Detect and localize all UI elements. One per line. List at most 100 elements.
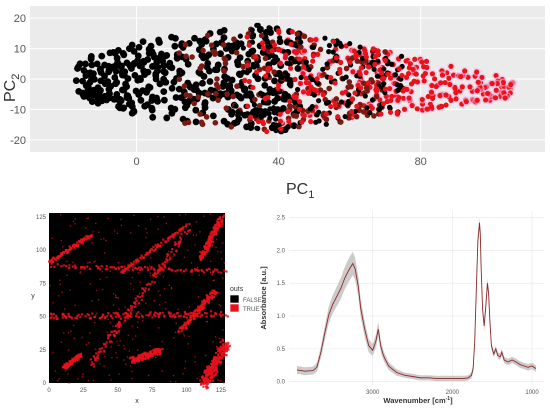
heatmap-true-pixel <box>133 358 136 361</box>
pca-point <box>290 122 298 130</box>
pca-point <box>282 70 289 76</box>
heatmap-true-pixel <box>127 264 130 267</box>
spectrum-y-tick: 1.5 <box>277 281 286 287</box>
pca-point <box>369 97 376 103</box>
pca-point <box>420 73 426 79</box>
heatmap-true-pixel <box>83 266 86 269</box>
heatmap-true-pixel <box>219 305 222 307</box>
heatmap-true-pixel <box>94 260 96 262</box>
heatmap-true-pixel <box>219 315 223 318</box>
heatmap-true-pixel <box>157 327 160 329</box>
legend-label-false: FALSE <box>243 298 262 304</box>
heatmap-true-pixel <box>211 236 214 239</box>
heatmap-true-pixel <box>181 325 184 329</box>
heatmap-true-pixel <box>120 265 124 268</box>
heatmap-true-pixel <box>87 342 90 344</box>
heatmap-true-pixel <box>71 317 74 320</box>
pca-point <box>269 48 275 54</box>
pca-point <box>160 88 168 96</box>
pca-point <box>228 123 235 130</box>
heatmap-true-pixel <box>177 242 180 245</box>
pca-x-tick-labels: 0 40 80 <box>133 156 426 168</box>
pca-point <box>323 100 330 106</box>
pca-point <box>128 65 135 72</box>
pca-point <box>191 34 198 42</box>
pca-point <box>358 85 364 91</box>
heatmap-true-pixel <box>155 348 158 351</box>
pca-point <box>396 94 402 101</box>
heatmap-true-pixel <box>59 279 61 281</box>
heatmap-true-pixel <box>206 298 209 301</box>
spectrum-x-axis-title-end: ] <box>450 396 453 405</box>
heatmap-true-pixel <box>175 322 177 324</box>
pca-point <box>260 45 267 51</box>
pca-point <box>233 103 239 109</box>
pca-point <box>193 86 201 94</box>
heatmap-true-pixel <box>109 270 111 272</box>
heatmap-true-pixel <box>146 354 149 357</box>
pca-point <box>288 41 294 47</box>
heatmap-true-pixel <box>212 366 215 370</box>
heatmap-true-pixel <box>199 250 202 253</box>
heatmap-true-pixel <box>104 268 107 271</box>
heatmap-true-pixel <box>211 376 214 379</box>
heatmap-true-pixel <box>224 349 227 352</box>
heatmap-true-pixel <box>95 264 98 268</box>
heatmap-true-pixel <box>130 304 133 308</box>
heatmap-true-pixel <box>196 308 199 311</box>
heatmap-true-pixel <box>211 360 215 363</box>
pca-point <box>303 80 309 86</box>
heatmap-true-pixel <box>158 304 161 306</box>
pca-point <box>326 85 332 92</box>
heatmap-true-pixel <box>225 354 228 357</box>
heatmap-true-pixel <box>92 365 96 368</box>
heatmap-true-pixel <box>212 315 215 318</box>
heatmap-true-pixel <box>141 316 144 319</box>
heatmap-true-pixel <box>159 269 162 272</box>
heatmap-true-pixel <box>154 351 157 355</box>
pca-point <box>354 58 361 64</box>
heatmap-true-pixel <box>115 331 119 334</box>
pca-point <box>256 102 263 109</box>
heatmap-true-pixel <box>69 289 71 291</box>
heatmap-true-pixel <box>211 230 214 233</box>
heatmap-true-pixel <box>138 356 141 359</box>
pca-point <box>294 31 301 37</box>
pca-point <box>250 33 256 40</box>
spectrum-y-tick: 2.5 <box>277 216 286 222</box>
pca-point <box>437 93 443 99</box>
pca-point <box>338 43 344 49</box>
heatmap-true-pixel <box>99 268 102 271</box>
heatmap-true-pixel <box>205 245 208 248</box>
heatmap-true-pixel <box>98 363 101 365</box>
heatmap-true-pixel <box>221 223 224 226</box>
heatmap-true-pixel <box>212 341 214 343</box>
heatmap-true-pixel <box>73 247 76 250</box>
pca-point <box>184 60 192 68</box>
heatmap-true-pixel <box>148 312 151 315</box>
heatmap-true-pixel <box>142 355 145 358</box>
heatmap-true-pixel <box>221 351 225 354</box>
pca-point <box>80 67 88 74</box>
heatmap-true-pixel <box>207 368 211 371</box>
heatmap-true-pixel <box>99 278 101 280</box>
heatmap-true-pixel <box>205 382 208 386</box>
pca-point <box>119 69 126 77</box>
heatmap-true-pixel <box>210 244 213 247</box>
pca-point <box>223 105 230 112</box>
heatmap-true-pixel <box>50 262 53 265</box>
heatmap-true-pixel <box>74 267 77 270</box>
heatmap-true-pixel <box>73 360 76 363</box>
heatmap-true-pixel <box>179 229 182 232</box>
pca-point <box>301 33 308 40</box>
heatmap-true-pixel <box>81 376 83 378</box>
heatmap-true-pixel <box>168 312 171 315</box>
heatmap-true-pixel <box>222 348 226 351</box>
heatmap-true-pixel <box>149 218 152 220</box>
heatmap-true-pixel <box>207 367 210 370</box>
heatmap-true-pixel <box>178 229 181 232</box>
pca-point <box>353 52 359 58</box>
heatmap-true-pixel <box>207 300 210 303</box>
pca-point <box>308 84 314 90</box>
